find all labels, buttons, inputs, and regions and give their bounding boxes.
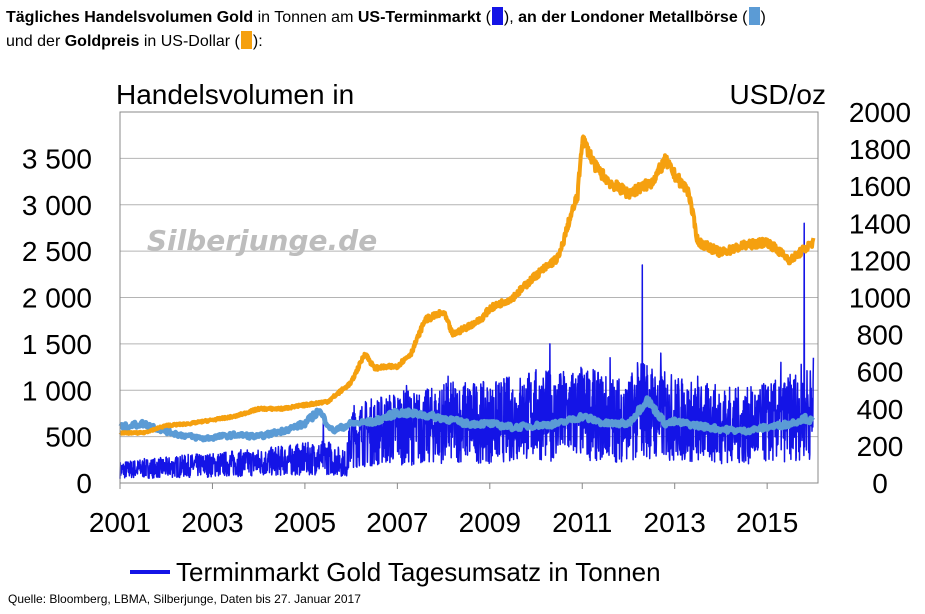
- y-tick-label-left: 3 000: [22, 190, 92, 221]
- plot-frame: [119, 111, 819, 484]
- y-tick-label-left: 3 500: [22, 143, 92, 174]
- y-tick-label-left: 1 000: [22, 375, 92, 406]
- y-tick-label-right: 1800: [849, 134, 911, 165]
- y-tick-label-right: 1200: [849, 245, 911, 276]
- source-note: Quelle: Bloomberg, LBMA, Silberjunge, Da…: [8, 592, 361, 606]
- chart-title: Tägliches Handelsvolumen Gold in Tonnen …: [6, 6, 921, 54]
- us-futures-swatch: [491, 7, 503, 25]
- title-part: Tägliches Handelsvolumen Gold: [6, 9, 254, 26]
- title-part: Goldpreis: [64, 33, 140, 50]
- series-lbma: [118, 395, 815, 443]
- y-tick-label-right: 1000: [849, 283, 911, 314]
- legend-label-us-futures: Terminmarkt Gold Tagesumsatz in Tonnen: [176, 557, 661, 587]
- title-part: (: [737, 9, 748, 26]
- title-part: und der: [6, 33, 65, 50]
- title-part: in US-Dollar (: [139, 33, 240, 50]
- title-part: ),: [503, 9, 519, 26]
- y-tick-label-left: 2 000: [22, 283, 92, 314]
- series-layer: [118, 134, 816, 479]
- tick-labels: 0 500 1 000 1 500 2 000 2 500 3 000 3 500 0 200 40…: [22, 97, 911, 538]
- x-tick-label: 2007: [366, 507, 428, 538]
- gold-price-swatch: [240, 31, 252, 49]
- title-part: US-Terminmarkt: [357, 9, 482, 26]
- y-tick-label-right: 600: [857, 357, 904, 388]
- y-tick-label-right: 1400: [849, 208, 911, 239]
- y-tick-label-left: 0: [76, 468, 92, 499]
- title-part: in Tonnen am: [253, 9, 358, 26]
- y-tick-label-left: 2 500: [22, 236, 92, 267]
- lbma-swatch: [748, 7, 760, 25]
- y-tick-label-left: 500: [45, 422, 92, 453]
- x-tick-label: 2003: [181, 507, 243, 538]
- y-axis-label-right: USD/oz: [730, 79, 826, 110]
- x-tick-label: 2009: [459, 507, 521, 538]
- title-part: an der Londoner Metallbörse: [518, 9, 738, 26]
- x-tick-label: 2013: [644, 507, 706, 538]
- title-part: (: [481, 9, 491, 26]
- watermark: Silberjunge.de: [147, 224, 377, 257]
- title-part: ):: [252, 33, 263, 50]
- y-tick-label-right: 2000: [849, 97, 911, 128]
- x-tick-label: 2001: [89, 507, 151, 538]
- y-tick-label-right: 200: [857, 431, 904, 462]
- y-tick-label-right: 0: [872, 468, 888, 499]
- x-tick-label: 2015: [736, 507, 798, 538]
- title-part: ): [760, 9, 766, 26]
- y-axis-label-left: Handelsvolumen in: [116, 79, 354, 110]
- y-tick-label-right: 800: [857, 320, 904, 351]
- x-tick-label: 2011: [552, 507, 612, 538]
- y-tick-label-left: 1 500: [22, 329, 92, 360]
- y-tick-label-right: 1600: [849, 171, 911, 202]
- series-gold-price: [118, 134, 816, 436]
- series-us-futures: [119, 222, 815, 479]
- y-tick-label-right: 400: [857, 394, 904, 425]
- x-tick-label: 2005: [274, 507, 336, 538]
